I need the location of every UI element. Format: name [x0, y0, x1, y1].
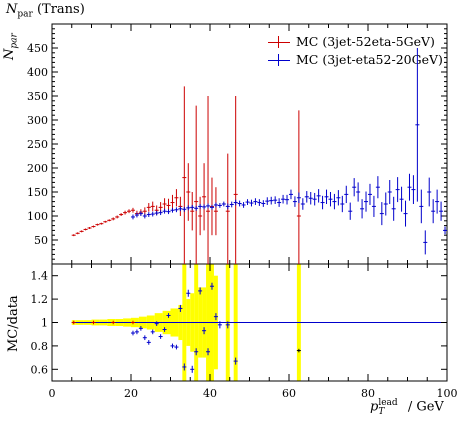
y-tick-label-main: 50 — [34, 234, 48, 247]
y-tick-label-main: 100 — [27, 210, 48, 223]
x-tick-label: 0 — [49, 387, 56, 400]
y-tick-label-ratio: 0.8 — [31, 340, 49, 353]
y-tick-label-main: 150 — [27, 186, 48, 199]
legend-label-blue: MC (3jet-eta52-20GeV) — [296, 52, 443, 67]
x-axis-label: pTlead / GeV — [370, 398, 444, 417]
y-tick-label-ratio: 1 — [41, 317, 48, 330]
legend: MC (3jet-52eta-5GeV) MC (3jet-eta52-20Ge… — [268, 33, 443, 69]
legend-swatch-red — [268, 36, 290, 48]
x-tick-label: 80 — [361, 387, 375, 400]
y-tick-label-main: 200 — [27, 162, 48, 175]
y-tick-label-main: 400 — [27, 66, 48, 79]
y-tick-label-main: 300 — [27, 114, 48, 127]
y-tick-label-ratio: 0.6 — [31, 363, 49, 376]
x-tick-label: 100 — [437, 387, 458, 400]
legend-entry-blue: MC (3jet-eta52-20GeV) — [268, 51, 443, 69]
y-tick-label-main: 450 — [27, 42, 48, 55]
x-tick-label: 60 — [282, 387, 296, 400]
legend-label-red: MC (3jet-52eta-5GeV) — [296, 34, 435, 49]
legend-swatch-blue — [268, 54, 290, 66]
y-tick-label-ratio: 1.4 — [31, 270, 49, 283]
y-tick-label-main: 250 — [27, 138, 48, 151]
x-tick-label: 20 — [124, 387, 138, 400]
y-tick-label-main: 350 — [27, 90, 48, 103]
chart-title: Npar (Trans) — [6, 2, 85, 20]
legend-entry-red: MC (3jet-52eta-5GeV) — [268, 33, 443, 51]
main-plot-frame — [51, 23, 448, 265]
y-tick-label-ratio: 1.2 — [31, 293, 49, 306]
x-tick-label: 40 — [203, 387, 217, 400]
